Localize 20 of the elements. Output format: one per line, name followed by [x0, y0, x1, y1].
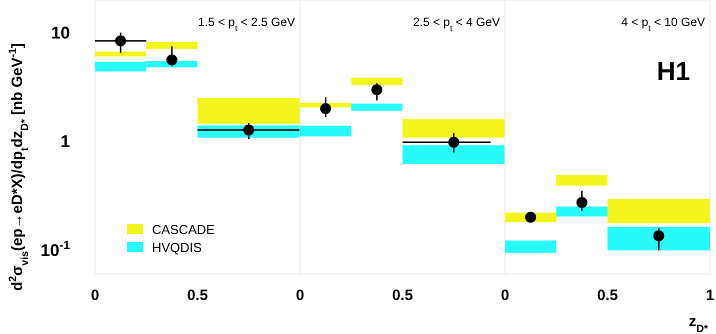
x-tick-label: 0.5 [187, 287, 208, 304]
x-tick-label: 0 [500, 287, 510, 304]
x-tick-label: 0 [90, 287, 100, 304]
legend-label: HVQDIS [152, 240, 202, 255]
x-tick-label: 0.5 [597, 287, 618, 304]
y-tick-label: 10 [51, 24, 70, 43]
text: 1.5 < p$_{t}$ < 2.5 GeV [198, 15, 295, 33]
point [166, 54, 178, 66]
text: 2.5 < p$_{t}$ < 4 GeV [412, 15, 500, 33]
annotation: H1 [656, 56, 690, 86]
point [115, 35, 126, 46]
y-tick-label: 10$^{-1}$ [40, 238, 70, 260]
text: 4 < p$_{t}$ < 10 GeV [621, 15, 705, 33]
x-tick-label: 1 [706, 287, 714, 304]
y-tick-label: 1 [60, 132, 70, 152]
point [243, 124, 254, 136]
legend-label: CASCADE [152, 222, 216, 237]
x-tick-label: 0 [296, 287, 304, 304]
x-tick-label: 0.5 [392, 287, 413, 304]
x-axis-title: z$_{D*}$ [688, 313, 709, 334]
